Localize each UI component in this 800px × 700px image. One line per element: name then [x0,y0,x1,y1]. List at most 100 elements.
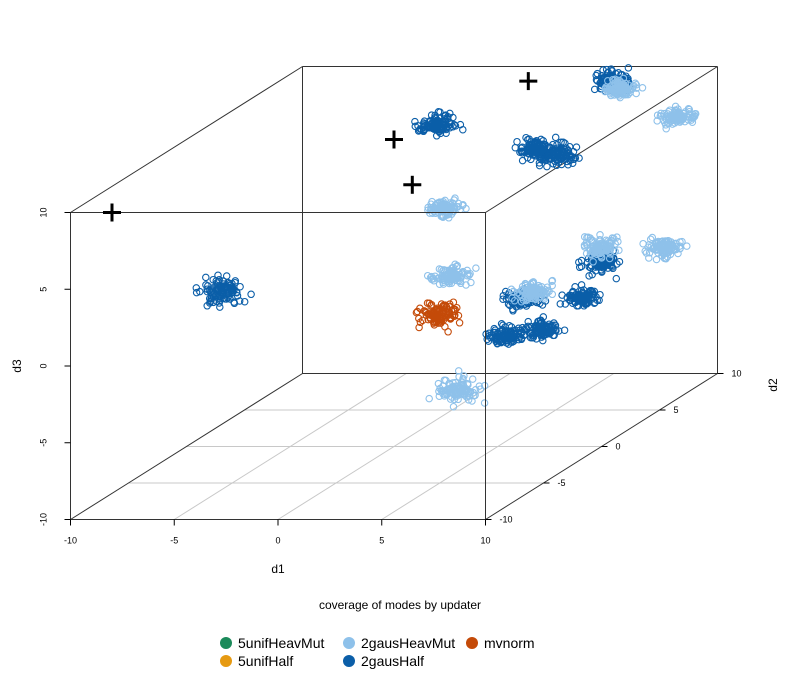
data-point [577,281,586,289]
cluster-2gausHeavMut-12 [425,367,489,411]
cluster-core [546,146,569,162]
data-point [588,270,596,279]
x-axis-title: d1 [271,562,285,576]
true-mode-marker [385,130,403,149]
data-point [425,394,433,403]
true-mode-marker [403,175,422,194]
y-tick-label: 10 [732,369,742,379]
data-point [499,321,507,330]
data-point [518,156,527,165]
data-point [589,258,597,266]
data-point [537,135,545,144]
legend-swatch [343,637,355,649]
data-point [591,298,599,307]
cluster-2gausHalf-6 [516,313,569,345]
data-point [427,203,435,212]
box-front-edges [70,212,486,520]
data-point [596,290,604,299]
data-point [480,381,489,390]
cluster-2gausHalf-8 [556,281,604,310]
data-point [572,143,581,151]
data-point [674,249,682,258]
data-point [638,84,647,92]
cluster-2gausHalf-0 [192,271,255,311]
data-point [455,319,464,327]
cluster-core [590,255,613,270]
cluster-2gausHalf-9 [482,320,528,348]
data-point [523,135,532,144]
x-tick-label: 5 [379,536,384,546]
data-point [549,140,557,149]
data-point [641,247,649,255]
data-point [449,298,458,306]
data-point [509,288,517,296]
data-point [215,299,223,307]
data-point [465,271,473,279]
floor-grid [128,373,660,520]
data-point [432,132,441,140]
data-point [568,299,577,307]
cluster-2gausHeavMut-13 [507,276,557,306]
data-point [543,283,552,291]
data-point [685,105,694,114]
data-point [683,242,691,250]
legend-item-mvnorm: mvnorm [466,635,535,651]
data-point [662,124,670,133]
legend-label: mvnorm [484,635,535,651]
y-tick-label: 0 [616,442,621,452]
data-point [502,295,511,303]
data-point [216,303,224,311]
data-point [454,311,463,320]
cluster-core [496,328,517,342]
legend-swatch [466,637,478,649]
data-point [240,297,249,306]
data-point [436,384,444,393]
data-point [513,137,521,146]
data-point [645,249,654,257]
data-point [236,282,244,291]
legend: 5unifHeavMut 5unifHalf 2gausHeavMut 2gausHa… [220,635,535,669]
data-point [660,109,668,118]
data-point [656,112,665,120]
data-point [449,402,458,411]
z-tick-label: -10 [39,513,49,526]
cluster-core [523,284,546,299]
legend-swatch [343,655,355,667]
data-point [569,147,578,156]
data-point [612,274,621,283]
data-point [575,263,584,272]
x-tick-label: 0 [275,536,280,546]
legend-swatch [220,655,232,667]
data-point [504,300,513,308]
cluster-core [445,382,471,399]
data-point [441,112,449,120]
cluster-points [192,64,700,411]
data-point [456,279,465,288]
data-point [648,233,657,242]
data-point [593,69,602,78]
cluster-2gausHeavMut-17 [601,74,647,102]
z-tick-label: 10 [39,207,49,217]
cluster-2gausHeavMut-14 [580,231,623,266]
data-point [450,196,458,204]
legend-item-2gausHeavMut: 2gausHeavMut [343,635,455,651]
true-mode-marker [519,72,538,91]
data-point [671,102,680,111]
data-point [543,162,551,171]
data-point [605,254,614,263]
y-tick-label: -10 [500,515,513,525]
data-point [548,276,557,285]
z-tick-label: 5 [39,287,49,292]
data-point [230,298,238,306]
legend-swatch [220,637,232,649]
data-point [571,283,579,291]
legend-label: 2gausHalf [361,653,424,669]
data-point [419,127,428,136]
data-point [548,281,556,290]
data-point [557,138,565,147]
legend-label: 5unifHeavMut [238,635,324,651]
data-point [524,317,532,326]
x-tick-label: 10 [480,536,490,546]
data-point [556,300,565,308]
